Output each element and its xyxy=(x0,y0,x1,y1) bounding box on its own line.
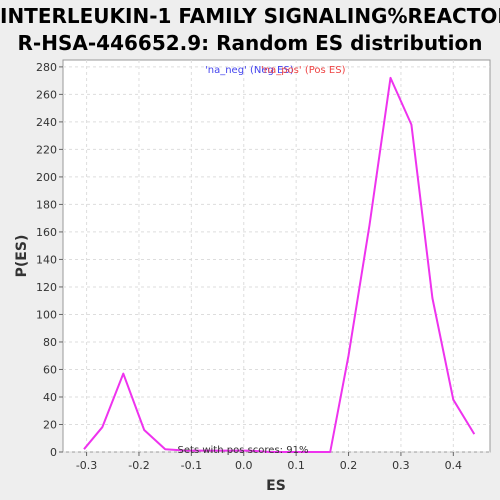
x-tick-label: -0.3 xyxy=(76,459,97,472)
y-tick-label: 280 xyxy=(36,61,57,74)
x-tick-label: 0.3 xyxy=(392,459,410,472)
x-tick-label: -0.1 xyxy=(181,459,202,472)
y-tick-label: 80 xyxy=(43,336,57,349)
y-tick-label: 240 xyxy=(36,116,57,129)
y-axis-label: P(ES) xyxy=(14,235,30,278)
y-tick-label: 40 xyxy=(43,391,57,404)
annotation-text: Sets with pos scores: 91% xyxy=(178,445,309,456)
x-tick-label: -0.2 xyxy=(128,459,149,472)
x-tick-label: 0.4 xyxy=(445,459,463,472)
y-tick-label: 20 xyxy=(43,418,57,431)
y-tick-label: 180 xyxy=(36,198,57,211)
plot-area xyxy=(63,60,490,452)
legend: 'na_neg' (Neg ES)'na_pos' (Pos ES) xyxy=(205,65,346,76)
y-tick-label: 140 xyxy=(36,253,57,266)
y-tick-label: 220 xyxy=(36,143,57,156)
y-tick-label: 200 xyxy=(36,171,57,184)
y-tick-label: 160 xyxy=(36,226,57,239)
y-tick-label: 100 xyxy=(36,308,57,321)
legend-entry: 'na_pos' (Pos ES) xyxy=(261,65,346,76)
y-tick-label: 120 xyxy=(36,281,57,294)
x-tick-label: 0.2 xyxy=(340,459,358,472)
y-axis: 0 20 40 60 80 100 120 140 160 180 200 220 240 260 280 xyxy=(36,61,63,459)
y-tick-label: 60 xyxy=(43,363,57,376)
y-tick-label: 0 xyxy=(50,446,57,459)
x-axis-label: ES xyxy=(266,478,286,494)
y-tick-label: 260 xyxy=(36,88,57,101)
x-tick-label: 0.0 xyxy=(235,459,253,472)
x-tick-label: 0.1 xyxy=(287,459,305,472)
